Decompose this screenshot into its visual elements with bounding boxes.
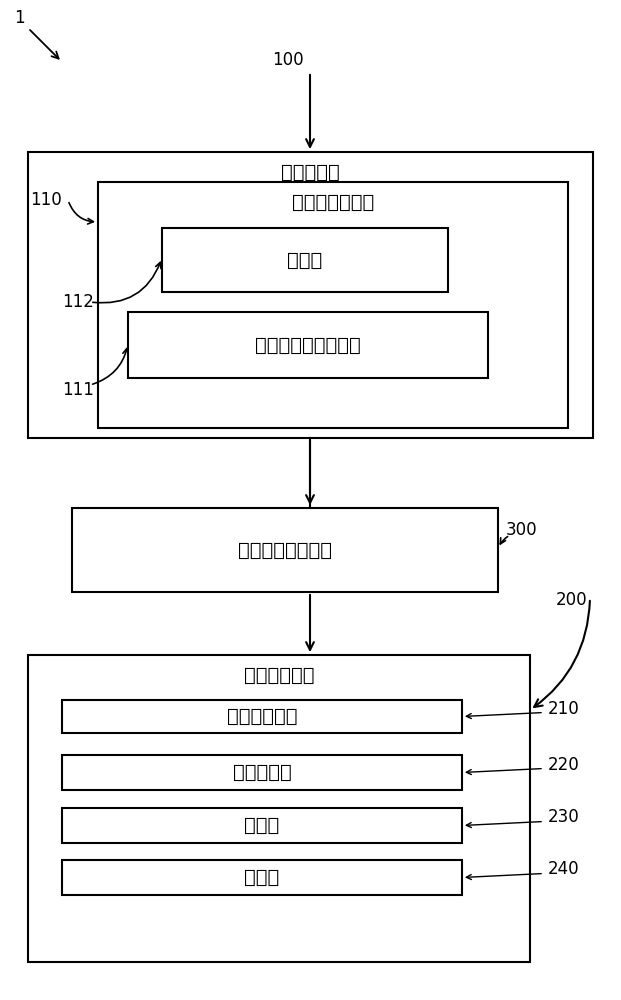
Text: 库存储系统: 库存储系统	[281, 162, 340, 182]
Text: 光谱采集系统: 光谱采集系统	[244, 666, 314, 684]
Text: 220: 220	[548, 756, 580, 774]
Bar	[62, 755, 462, 790]
Text: 200: 200	[556, 591, 587, 609]
Bar	[128, 312, 488, 378]
Text: 240: 240	[548, 860, 579, 879]
Text: 1: 1	[14, 9, 25, 27]
Text: 标准药品光谱库: 标准药品光谱库	[292, 192, 374, 212]
Bar	[72, 508, 498, 592]
Text: 112: 112	[62, 293, 94, 311]
Text: 230: 230	[548, 808, 580, 826]
Text: 110: 110	[30, 191, 61, 209]
Text: 搜索部: 搜索部	[288, 250, 323, 269]
Bar	[28, 655, 530, 962]
Bar	[62, 700, 462, 733]
Bar	[62, 808, 462, 843]
Bar	[162, 228, 448, 292]
Text: 药品真伪判定系统: 药品真伪判定系统	[238, 540, 332, 560]
Text: 光谱采集部: 光谱采集部	[233, 763, 291, 782]
Bar	[28, 152, 593, 438]
Text: 111: 111	[62, 381, 94, 399]
Bar	[98, 182, 568, 428]
Text: 条形码识别部: 条形码识别部	[227, 707, 297, 726]
Bar	[62, 860, 462, 895]
Text: 上传部: 上传部	[245, 868, 279, 887]
Text: 210: 210	[548, 700, 580, 718]
Text: 100: 100	[272, 51, 304, 69]
Text: 300: 300	[506, 521, 538, 539]
Text: 标准药品光谱存储部: 标准药品光谱存储部	[255, 336, 361, 355]
Text: 暂存部: 暂存部	[245, 816, 279, 835]
